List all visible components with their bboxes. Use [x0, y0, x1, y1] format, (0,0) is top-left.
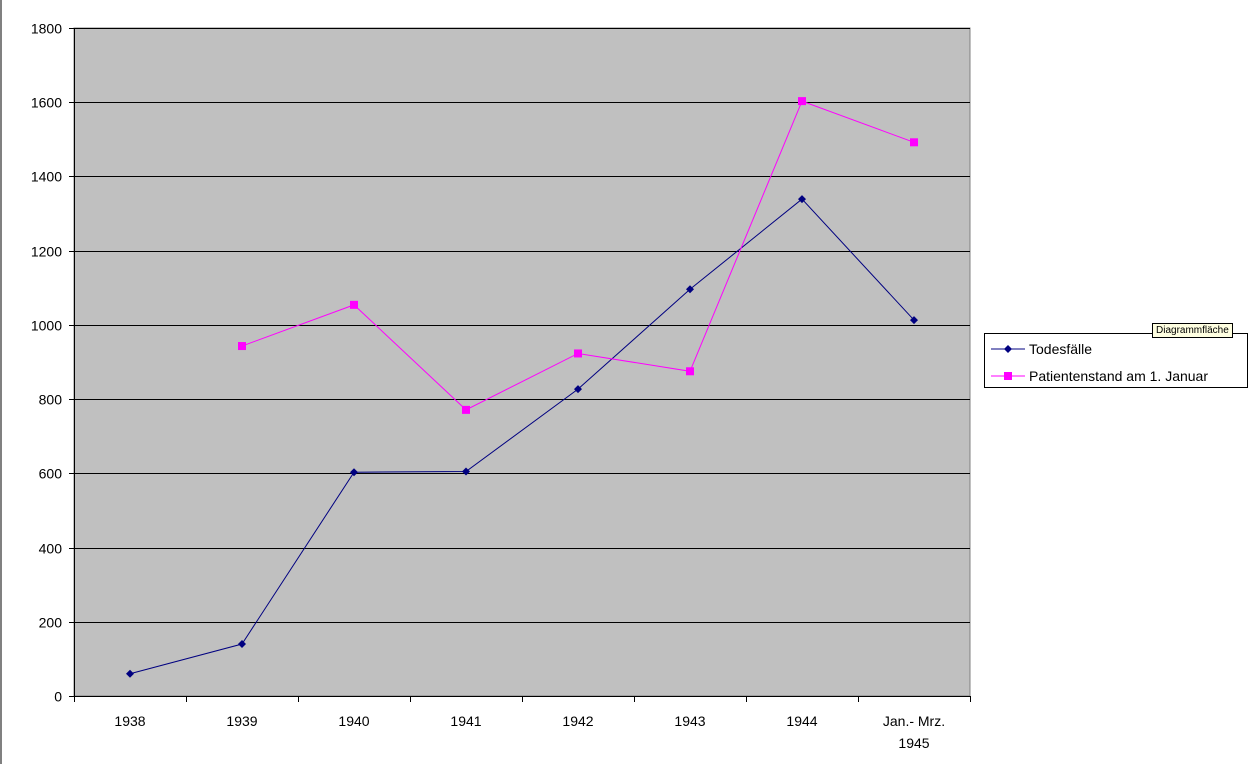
data-point-series-2-3 [462, 405, 470, 414]
x-tick-label-2: 1940 [338, 713, 369, 729]
x-axis-tick-labels: 1938 1939 1940 1941 1942 1943 1944 Jan.- Mrz. 19… [114, 713, 945, 751]
data-point-series-1-2 [350, 468, 358, 477]
diamond-marker-icon [991, 345, 1025, 353]
square-marker-icon [991, 372, 1025, 380]
legend-label-series-2: Patientenstand am 1. Januar [1029, 368, 1209, 384]
x-tick-label-line: 1939 [226, 713, 257, 729]
x-tick-label-line: 1938 [114, 713, 145, 729]
y-tick-label-0: 0 [54, 689, 62, 705]
series-layer [126, 97, 918, 678]
data-point-series-2-1 [238, 342, 246, 351]
data-point-series-2-2 [350, 300, 358, 309]
y-tick-label-200: 200 [39, 615, 63, 631]
plot-area[interactable] [73, 27, 971, 697]
x-tick-label-5: 1943 [674, 713, 705, 729]
y-tick-label-1800: 1800 [31, 21, 62, 37]
legend-item-series-1: Todesfälle [991, 339, 1092, 359]
y-tick-label-1000: 1000 [31, 318, 62, 334]
x-tick-label-line: Jan.- Mrz. [883, 713, 945, 729]
y-tick-label-1200: 1200 [31, 244, 62, 260]
x-tick-label-7: Jan.- Mrz. 1945 [883, 713, 945, 751]
legend[interactable]: Todesfälle Patientenstand am 1. Januar [984, 333, 1248, 388]
series-line-1 [129, 198, 915, 675]
data-point-series-1-3 [462, 467, 470, 476]
data-point-series-1-1 [238, 640, 246, 649]
data-point-series-2-6 [798, 97, 806, 106]
data-point-series-2-7 [910, 138, 918, 147]
legend-label-series-1: Todesfälle [1029, 341, 1093, 357]
window-left-border [0, 0, 2, 764]
x-tick-label-0: 1938 [114, 713, 145, 729]
data-point-series-1-7 [910, 316, 918, 325]
data-point-series-1-6 [798, 195, 806, 204]
y-tick-label-800: 800 [39, 392, 63, 408]
y-axis-tick-labels: 0 200 400 600 800 1000 1200 1400 1600 1800 [31, 21, 62, 705]
x-tick-label-6: 1944 [786, 713, 817, 729]
x-tick-label-line: 1945 [898, 735, 929, 751]
axes [74, 28, 971, 702]
x-tick-label-line: 1943 [674, 713, 705, 729]
x-tick-label-4: 1942 [562, 713, 593, 729]
x-tick-label-line: 1940 [338, 713, 369, 729]
grid-lines [69, 28, 970, 697]
x-tick-label-line: 1942 [562, 713, 593, 729]
y-tick-label-600: 600 [39, 466, 63, 482]
y-tick-label-1600: 1600 [31, 95, 62, 111]
data-point-series-2-4 [574, 349, 582, 358]
y-tick-label-400: 400 [39, 541, 63, 557]
data-point-series-1-0 [126, 669, 134, 678]
x-tick-label-line: 1944 [786, 713, 817, 729]
series-1 [126, 195, 918, 678]
y-tick-label-1400: 1400 [31, 169, 62, 185]
legend-item-series-2: Patientenstand am 1. Januar [991, 366, 1208, 386]
x-tick-label-line: 1941 [450, 713, 481, 729]
data-point-series-1-4 [574, 385, 582, 394]
x-tick-label-1: 1939 [226, 713, 257, 729]
x-tick-label-3: 1941 [450, 713, 481, 729]
data-point-series-2-5 [686, 367, 694, 376]
series-2 [238, 97, 918, 414]
data-point-series-1-5 [686, 285, 694, 294]
chart-area-tooltip: Diagrammfläche [1152, 323, 1233, 338]
